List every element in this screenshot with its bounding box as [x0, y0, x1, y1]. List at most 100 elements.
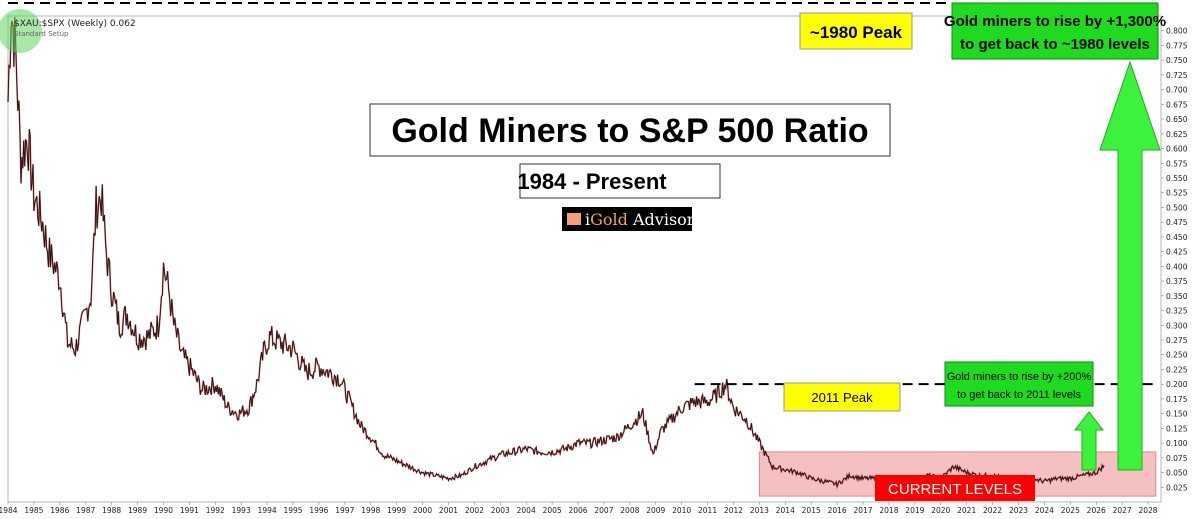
x-tick-label: 2004: [517, 506, 536, 515]
x-tick-label: 2002: [465, 506, 484, 515]
x-tick-label: 2026: [1087, 506, 1106, 515]
x-tick-label: 2023: [1009, 506, 1028, 515]
y-tick-label: 0.250: [1166, 351, 1188, 360]
legend-label: $XAU:$SPX (Weekly) 0.062: [14, 19, 136, 29]
x-tick-label: 2013: [750, 506, 769, 515]
x-tick-label: 2024: [1035, 506, 1054, 515]
y-tick-label: 0.475: [1166, 218, 1188, 227]
x-tick-label: 1995: [283, 506, 302, 515]
y-axis: 0.025 0.050 0.075 0.100 0.125 0.150 0.175 0.200…: [1161, 27, 1188, 492]
x-tick-label: 2007: [594, 506, 613, 515]
x-tick-label: 1994: [258, 506, 277, 515]
y-tick-label: 0.425: [1166, 248, 1188, 257]
current-levels-box: [875, 475, 1035, 501]
y-tick-label: 0.075: [1166, 454, 1188, 463]
x-tick-label: 2028: [1138, 506, 1157, 515]
x-tick-label: 1997: [335, 506, 354, 515]
rise-1300-box: [951, 2, 1159, 60]
x-tick-label: 2019: [905, 506, 924, 515]
x-tick-label: 1987: [76, 506, 95, 515]
y-tick-label: 0.025: [1166, 483, 1188, 492]
y-tick-label: 0.500: [1166, 203, 1188, 212]
x-tick-label: 2010: [672, 506, 691, 515]
x-tick-label: 1992: [206, 506, 225, 515]
peak-2011-label: 2011 Peak: [811, 390, 873, 405]
x-tick-label: 2016: [828, 506, 847, 515]
x-tick-label: 1989: [128, 506, 147, 515]
y-tick-label: 0.525: [1166, 189, 1188, 198]
y-tick-label: 0.200: [1166, 380, 1188, 389]
x-tick-label: 2021: [957, 506, 976, 515]
plot-frame: [7, 15, 1162, 503]
x-tick-label: 2011: [698, 506, 717, 515]
y-tick-label: 0.725: [1166, 71, 1188, 80]
x-tick-label: 2003: [491, 506, 510, 515]
chart-title: Gold Miners to S&P 500 Ratio: [391, 112, 868, 150]
peak-1980-marker: [0, 9, 42, 53]
y-tick-label: 0.275: [1166, 336, 1188, 345]
y-tick-label: 0.750: [1166, 56, 1188, 65]
y-tick-label: 0.675: [1166, 100, 1188, 109]
peak-1980-label: ~1980 Peak: [810, 23, 903, 42]
x-tick-label: 1993: [232, 506, 251, 515]
y-tick-label: 0.700: [1166, 86, 1188, 95]
y-tick-label: 0.225: [1166, 365, 1188, 374]
y-tick-label: 0.575: [1166, 159, 1188, 168]
x-tick-label: 2009: [646, 506, 665, 515]
x-tick-label: 1986: [50, 506, 69, 515]
y-tick-label: 0.775: [1166, 41, 1188, 50]
rise-1300-arrow: [1099, 60, 1161, 471]
rise-1300-line-1: Gold miners to rise by +1,300%: [944, 13, 1166, 30]
x-tick-label: 2015: [802, 506, 821, 515]
x-tick-label: 2027: [1113, 506, 1132, 515]
y-tick-label: 0.625: [1166, 130, 1188, 139]
x-tick-label: 2025: [1061, 506, 1080, 515]
x-tick-label: 2008: [620, 506, 639, 515]
x-axis: 1984 1985 1986 1987 1988 1989 1990 1991 1992 1993…: [0, 502, 1158, 515]
x-tick-label: 1996: [309, 506, 328, 515]
y-tick-label: 0.400: [1166, 262, 1188, 271]
x-tick-label: 1999: [387, 506, 406, 515]
peak-1980-box: [799, 12, 913, 50]
x-tick-label: 1985: [24, 506, 43, 515]
x-tick-label: 2006: [568, 506, 587, 515]
chart-subtitle: 1984 - Present: [517, 169, 667, 194]
rise-200-line-1: Gold miners to rise by +200%: [947, 371, 1092, 383]
rise-1300-line-2: to get back to ~1980 levels: [960, 36, 1150, 53]
x-tick-label: 1991: [180, 506, 199, 515]
brand-logo-mark: [567, 213, 581, 225]
x-tick-label: 1990: [154, 506, 173, 515]
y-tick-label: 0.150: [1166, 410, 1188, 419]
x-tick-label: 1998: [361, 506, 380, 515]
y-tick-label: 0.325: [1166, 307, 1188, 316]
subtitle-box: [519, 163, 721, 199]
x-tick-label: 1988: [102, 506, 121, 515]
title-box: [369, 103, 891, 157]
y-tick-label: 0.550: [1166, 174, 1188, 183]
y-tick-label: 0.450: [1166, 233, 1188, 242]
y-tick-label: 0.650: [1166, 115, 1188, 124]
brand-text: iGold Advisor: [585, 210, 695, 229]
y-tick-label: 0.350: [1166, 292, 1188, 301]
rise-200-arrow: [1073, 411, 1105, 471]
x-tick-label: 2014: [776, 506, 795, 515]
x-tick-label: 2022: [983, 506, 1002, 515]
x-tick-label: 2005: [543, 506, 562, 515]
x-tick-label: 2001: [439, 506, 458, 515]
y-tick-label: 0.125: [1166, 424, 1188, 433]
x-tick-label: 2018: [879, 506, 898, 515]
y-tick-label: 0.100: [1166, 439, 1188, 448]
x-tick-label: 2020: [931, 506, 950, 515]
y-tick-label: 0.800: [1166, 27, 1188, 36]
y-tick-label: 0.300: [1166, 321, 1188, 330]
x-tick-label: 2012: [724, 506, 743, 515]
rise-200-line-2: to get back to 2011 levels: [957, 389, 1081, 401]
x-tick-label: 2017: [853, 506, 872, 515]
x-tick-label: 2000: [413, 506, 432, 515]
peak-2011-box: [783, 382, 901, 412]
x-tick-label: 1984: [0, 506, 18, 515]
rise-200-box: [944, 361, 1094, 407]
legend-sublabel: Standard Setup: [14, 30, 69, 38]
